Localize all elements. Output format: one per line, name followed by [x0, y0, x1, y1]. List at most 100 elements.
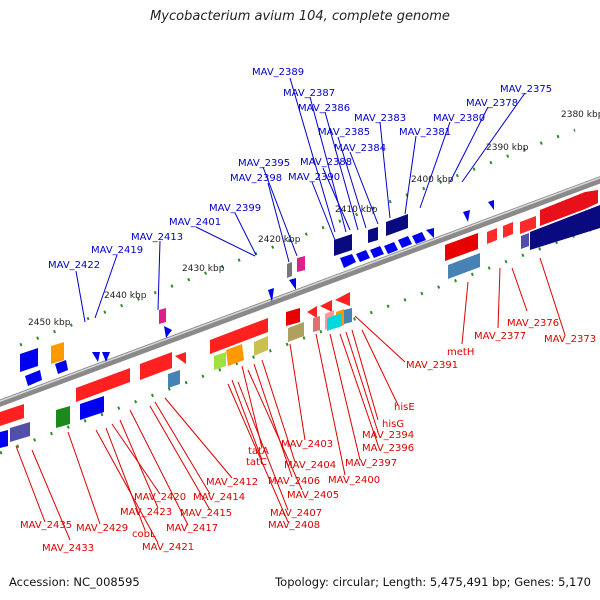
gene-arrow[interactable] [175, 352, 186, 364]
gene-label[interactable]: hisG [382, 419, 404, 430]
gene-arrow[interactable] [340, 254, 356, 268]
gene-arrow[interactable] [210, 318, 268, 354]
gene-block[interactable] [344, 308, 352, 324]
gene-label[interactable]: metH [447, 347, 474, 358]
gene-label[interactable]: MAV_2375 [500, 84, 552, 95]
gene-label[interactable]: MAV_2405 [287, 490, 339, 501]
gene-arrow[interactable] [412, 232, 426, 244]
gene-arrow[interactable] [55, 360, 68, 374]
gene-arrow[interactable] [384, 242, 398, 254]
gene-block[interactable] [168, 370, 180, 388]
gene-block[interactable] [445, 233, 478, 261]
gene-label[interactable]: MAV_2401 [169, 217, 221, 228]
gene-arrow[interactable] [140, 352, 172, 380]
gene-label[interactable]: tatA [248, 446, 269, 457]
gene-label[interactable]: MAV_2403 [281, 439, 333, 450]
gene-label[interactable]: MAV_2407 [270, 508, 322, 519]
gene-block[interactable] [20, 348, 38, 372]
gene-label[interactable]: MAV_2404 [284, 460, 336, 471]
gene-label[interactable]: MAV_2387 [283, 88, 335, 99]
gene-block[interactable] [313, 316, 320, 332]
gene-label[interactable]: MAV_2388 [300, 157, 352, 168]
gene-label[interactable]: MAV_2398 [230, 173, 282, 184]
gene-arrow[interactable] [25, 370, 42, 386]
gene-block[interactable] [226, 344, 244, 366]
gene-arrow[interactable] [164, 326, 172, 338]
gene-label[interactable]: MAV_2429 [76, 523, 128, 534]
gene-block[interactable] [254, 336, 268, 356]
gene-label[interactable]: MAV_2394 [362, 430, 414, 441]
gene-label[interactable]: MAV_2419 [91, 245, 143, 256]
gene-label[interactable]: MAV_2380 [433, 113, 485, 124]
gene-label[interactable]: MAV_2412 [206, 477, 258, 488]
gene-label[interactable]: MAV_2376 [507, 318, 559, 329]
gene-label[interactable]: MAV_2386 [298, 103, 350, 114]
gene-label[interactable]: hisE [394, 402, 415, 413]
gene-block[interactable] [287, 262, 292, 278]
gene-block[interactable] [521, 233, 529, 249]
gene-arrow[interactable] [503, 222, 513, 238]
gene-label[interactable]: MAV_2422 [48, 260, 100, 271]
gene-label[interactable]: MAV_2414 [193, 492, 245, 503]
gene-arrow[interactable] [356, 250, 370, 262]
gene-arrow[interactable] [540, 190, 598, 226]
gene-label[interactable]: MAV_2390 [288, 172, 340, 183]
gene-block[interactable] [10, 422, 30, 442]
gene-label[interactable]: MAV_2423 [120, 507, 172, 518]
gene-label[interactable]: MAV_2413 [131, 232, 183, 243]
gene-label[interactable]: MAV_2384 [334, 143, 386, 154]
gene-arrow[interactable] [520, 216, 536, 234]
gene-block[interactable] [530, 205, 600, 250]
gene-block[interactable] [288, 322, 304, 342]
gene-block[interactable] [448, 253, 480, 279]
gene-label[interactable]: MAV_2383 [354, 113, 406, 124]
gene-label[interactable]: MAV_2397 [345, 458, 397, 469]
gene-block[interactable] [56, 406, 70, 428]
gene-arrow[interactable] [320, 300, 332, 312]
gene-arrow[interactable] [289, 278, 296, 290]
gene-label[interactable]: MAV_2435 [20, 520, 72, 531]
gene-arrow[interactable] [398, 236, 412, 248]
gene-label[interactable]: tatC [246, 457, 267, 468]
gene-label[interactable]: MAV_2391 [406, 360, 458, 371]
gene-block[interactable] [386, 214, 408, 236]
gene-label[interactable]: MAV_2385 [318, 127, 370, 138]
gene-arrow[interactable] [335, 292, 350, 306]
gene-label[interactable]: MAV_2373 [544, 334, 596, 345]
gene-label[interactable]: MAV_2400 [328, 475, 380, 486]
gene-arrow[interactable] [92, 352, 100, 362]
gene-label[interactable]: MAV_2420 [134, 492, 186, 503]
gene-arrow[interactable] [488, 200, 494, 210]
gene-block[interactable] [51, 342, 64, 364]
gene-arrow[interactable] [487, 228, 497, 244]
gene-block[interactable] [334, 234, 352, 256]
gene-label[interactable]: MAV_2381 [399, 127, 451, 138]
gene-label[interactable]: MAV_2399 [209, 203, 261, 214]
gene-arrow[interactable] [426, 228, 434, 238]
gene-arrow[interactable] [76, 368, 130, 402]
gene-block[interactable] [297, 256, 305, 272]
gene-arrow[interactable] [307, 306, 317, 318]
gene-arrow[interactable] [370, 246, 384, 258]
gene-arrow[interactable] [102, 352, 110, 362]
gene-label[interactable]: MAV_2417 [166, 523, 218, 534]
gene-label[interactable]: MAV_2421 [142, 542, 194, 553]
gene-label[interactable]: cobL [132, 529, 156, 540]
gene-label[interactable]: MAV_2377 [474, 331, 526, 342]
gene-label[interactable]: MAV_2378 [466, 98, 518, 109]
gene-block[interactable] [327, 313, 342, 331]
gene-block[interactable] [80, 396, 104, 420]
gene-block[interactable] [0, 430, 8, 448]
gene-label[interactable]: MAV_2408 [268, 520, 320, 531]
gene-arrow[interactable] [0, 404, 24, 426]
gene-block[interactable] [368, 227, 378, 243]
gene-label[interactable]: MAV_2396 [362, 443, 414, 454]
gene-label[interactable]: MAV_2395 [238, 158, 290, 169]
gene-label[interactable]: MAV_2415 [180, 508, 232, 519]
gene-label[interactable]: MAV_2433 [42, 543, 94, 554]
gene-label[interactable]: MAV_2389 [252, 67, 304, 78]
gene-block[interactable] [214, 352, 226, 370]
gene-arrow[interactable] [463, 210, 470, 222]
gene-label[interactable]: MAV_2406 [268, 476, 320, 487]
gene-arrow[interactable] [268, 288, 274, 302]
